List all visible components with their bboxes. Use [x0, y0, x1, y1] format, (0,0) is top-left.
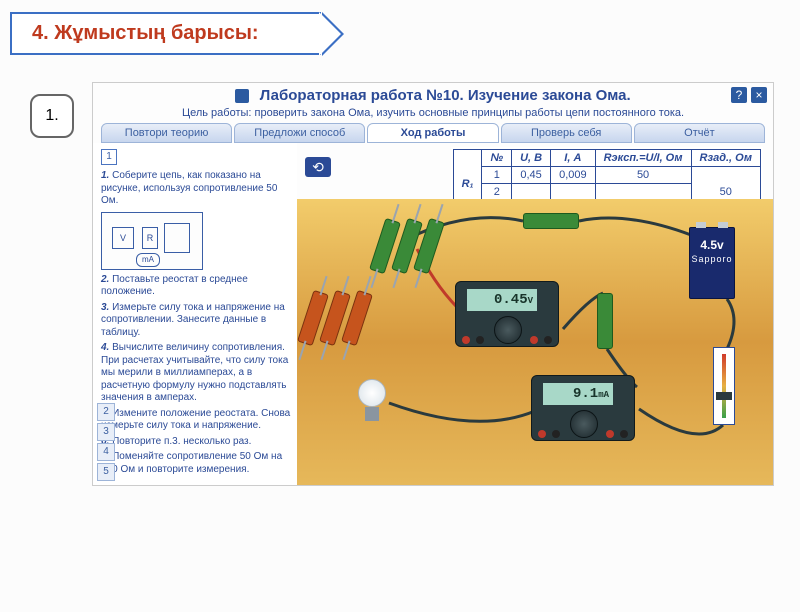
th-rexp: Rэксп.=U/I, Ом	[595, 150, 691, 167]
circuit-resistor-2[interactable]	[597, 293, 613, 349]
step-nav: 2 3 4 5	[97, 401, 115, 481]
schematic-resistor: R	[142, 227, 158, 249]
instr-4: 4. Вычислите величину сопротивления. При…	[101, 342, 291, 405]
tab-theory[interactable]: Повтори теорию	[101, 123, 232, 143]
schematic-component	[164, 223, 190, 253]
section-header: 4. Жұмыстың барысы:	[10, 12, 800, 55]
th-i: I, А	[551, 150, 596, 167]
lab-title-row: Лабораторная работа №10. Изучение закона…	[93, 83, 773, 107]
table-row: 1 0,45 0,009 50 50	[453, 167, 760, 184]
battery[interactable]: 4.5v Sapporo	[689, 227, 735, 299]
step-badge: 1.	[30, 94, 74, 138]
instr-3: 3. Измерьте силу тока и напряжение на со…	[101, 302, 291, 340]
ammeter[interactable]: 9.1mA	[531, 375, 635, 441]
instr-7: 7. Поменяйте сопротивление 50 Ом на 100 …	[101, 451, 291, 476]
simulation-area: ⟲ R₁ № U, В I, А Rэксп.=U/I, Ом Rзад., О…	[297, 143, 773, 485]
light-bulb[interactable]	[357, 379, 387, 421]
ammeter-display: 9.1mA	[542, 382, 614, 406]
circuit-schematic: V R mA	[101, 212, 203, 270]
instr-1: 1. Соберите цепь, как показано на рисунк…	[101, 170, 291, 208]
step-box-1: 1	[101, 149, 117, 165]
reset-button[interactable]: ⟲	[305, 157, 331, 177]
tab-bar: Повтори теорию Предложи способ Ход работ…	[93, 123, 773, 143]
tab-procedure[interactable]: Ход работы	[367, 123, 498, 143]
instruction-pane: 1 1. Соберите цепь, как показано на рису…	[93, 143, 297, 485]
voltmeter-display: 0.45V	[466, 288, 538, 312]
voltmeter[interactable]: 0.45V	[455, 281, 559, 347]
circuit-board[interactable]: 0.45V 9.1mA 4.5v Sapporo	[297, 199, 773, 485]
lab-title: Лабораторная работа №10. Изучение закона…	[260, 87, 631, 104]
book-icon	[235, 89, 249, 103]
instr-5: 5. Измените положение реостата. Снова из…	[101, 408, 291, 433]
schematic-voltmeter: V	[112, 227, 134, 249]
rheostat-slider[interactable]	[713, 347, 735, 425]
circuit-resistor-1[interactable]	[523, 213, 579, 229]
section-title: 4. Жұмыстың барысы:	[32, 22, 259, 44]
battery-voltage: 4.5v	[690, 238, 734, 252]
instr-6: 6. Повторите п.3. несколько раз.	[101, 436, 291, 449]
tab-check[interactable]: Проверь себя	[501, 123, 632, 143]
slider-knob[interactable]	[716, 392, 732, 400]
th-n: №	[482, 150, 512, 167]
step-nav-3[interactable]: 3	[97, 423, 115, 441]
th-u: U, В	[512, 150, 551, 167]
step-nav-5[interactable]: 5	[97, 463, 115, 481]
th-rz: Rзад., Ом	[691, 150, 760, 167]
close-icon[interactable]: ×	[751, 87, 767, 103]
voltmeter-dial[interactable]	[494, 316, 522, 344]
tab-report[interactable]: Отчёт	[634, 123, 765, 143]
tab-propose[interactable]: Предложи способ	[234, 123, 365, 143]
banner-shape: 4. Жұмыстың барысы:	[10, 12, 321, 55]
window-controls: ? ×	[731, 87, 767, 103]
step-nav-2[interactable]: 2	[97, 403, 115, 421]
lab-content: 1 1. Соберите цепь, как показано на рису…	[93, 143, 773, 485]
lab-window: ? × Лабораторная работа №10. Изучение за…	[92, 82, 774, 486]
help-icon[interactable]: ?	[731, 87, 747, 103]
lab-goal: Цель работы: проверить закона Ома, изучи…	[93, 107, 773, 123]
schematic-ammeter: mA	[136, 253, 160, 267]
battery-brand: Sapporo	[690, 254, 734, 264]
ammeter-dial[interactable]	[570, 410, 598, 438]
instr-2: 2. Поставьте реостат в среднее положение…	[101, 274, 291, 299]
step-nav-4[interactable]: 4	[97, 443, 115, 461]
